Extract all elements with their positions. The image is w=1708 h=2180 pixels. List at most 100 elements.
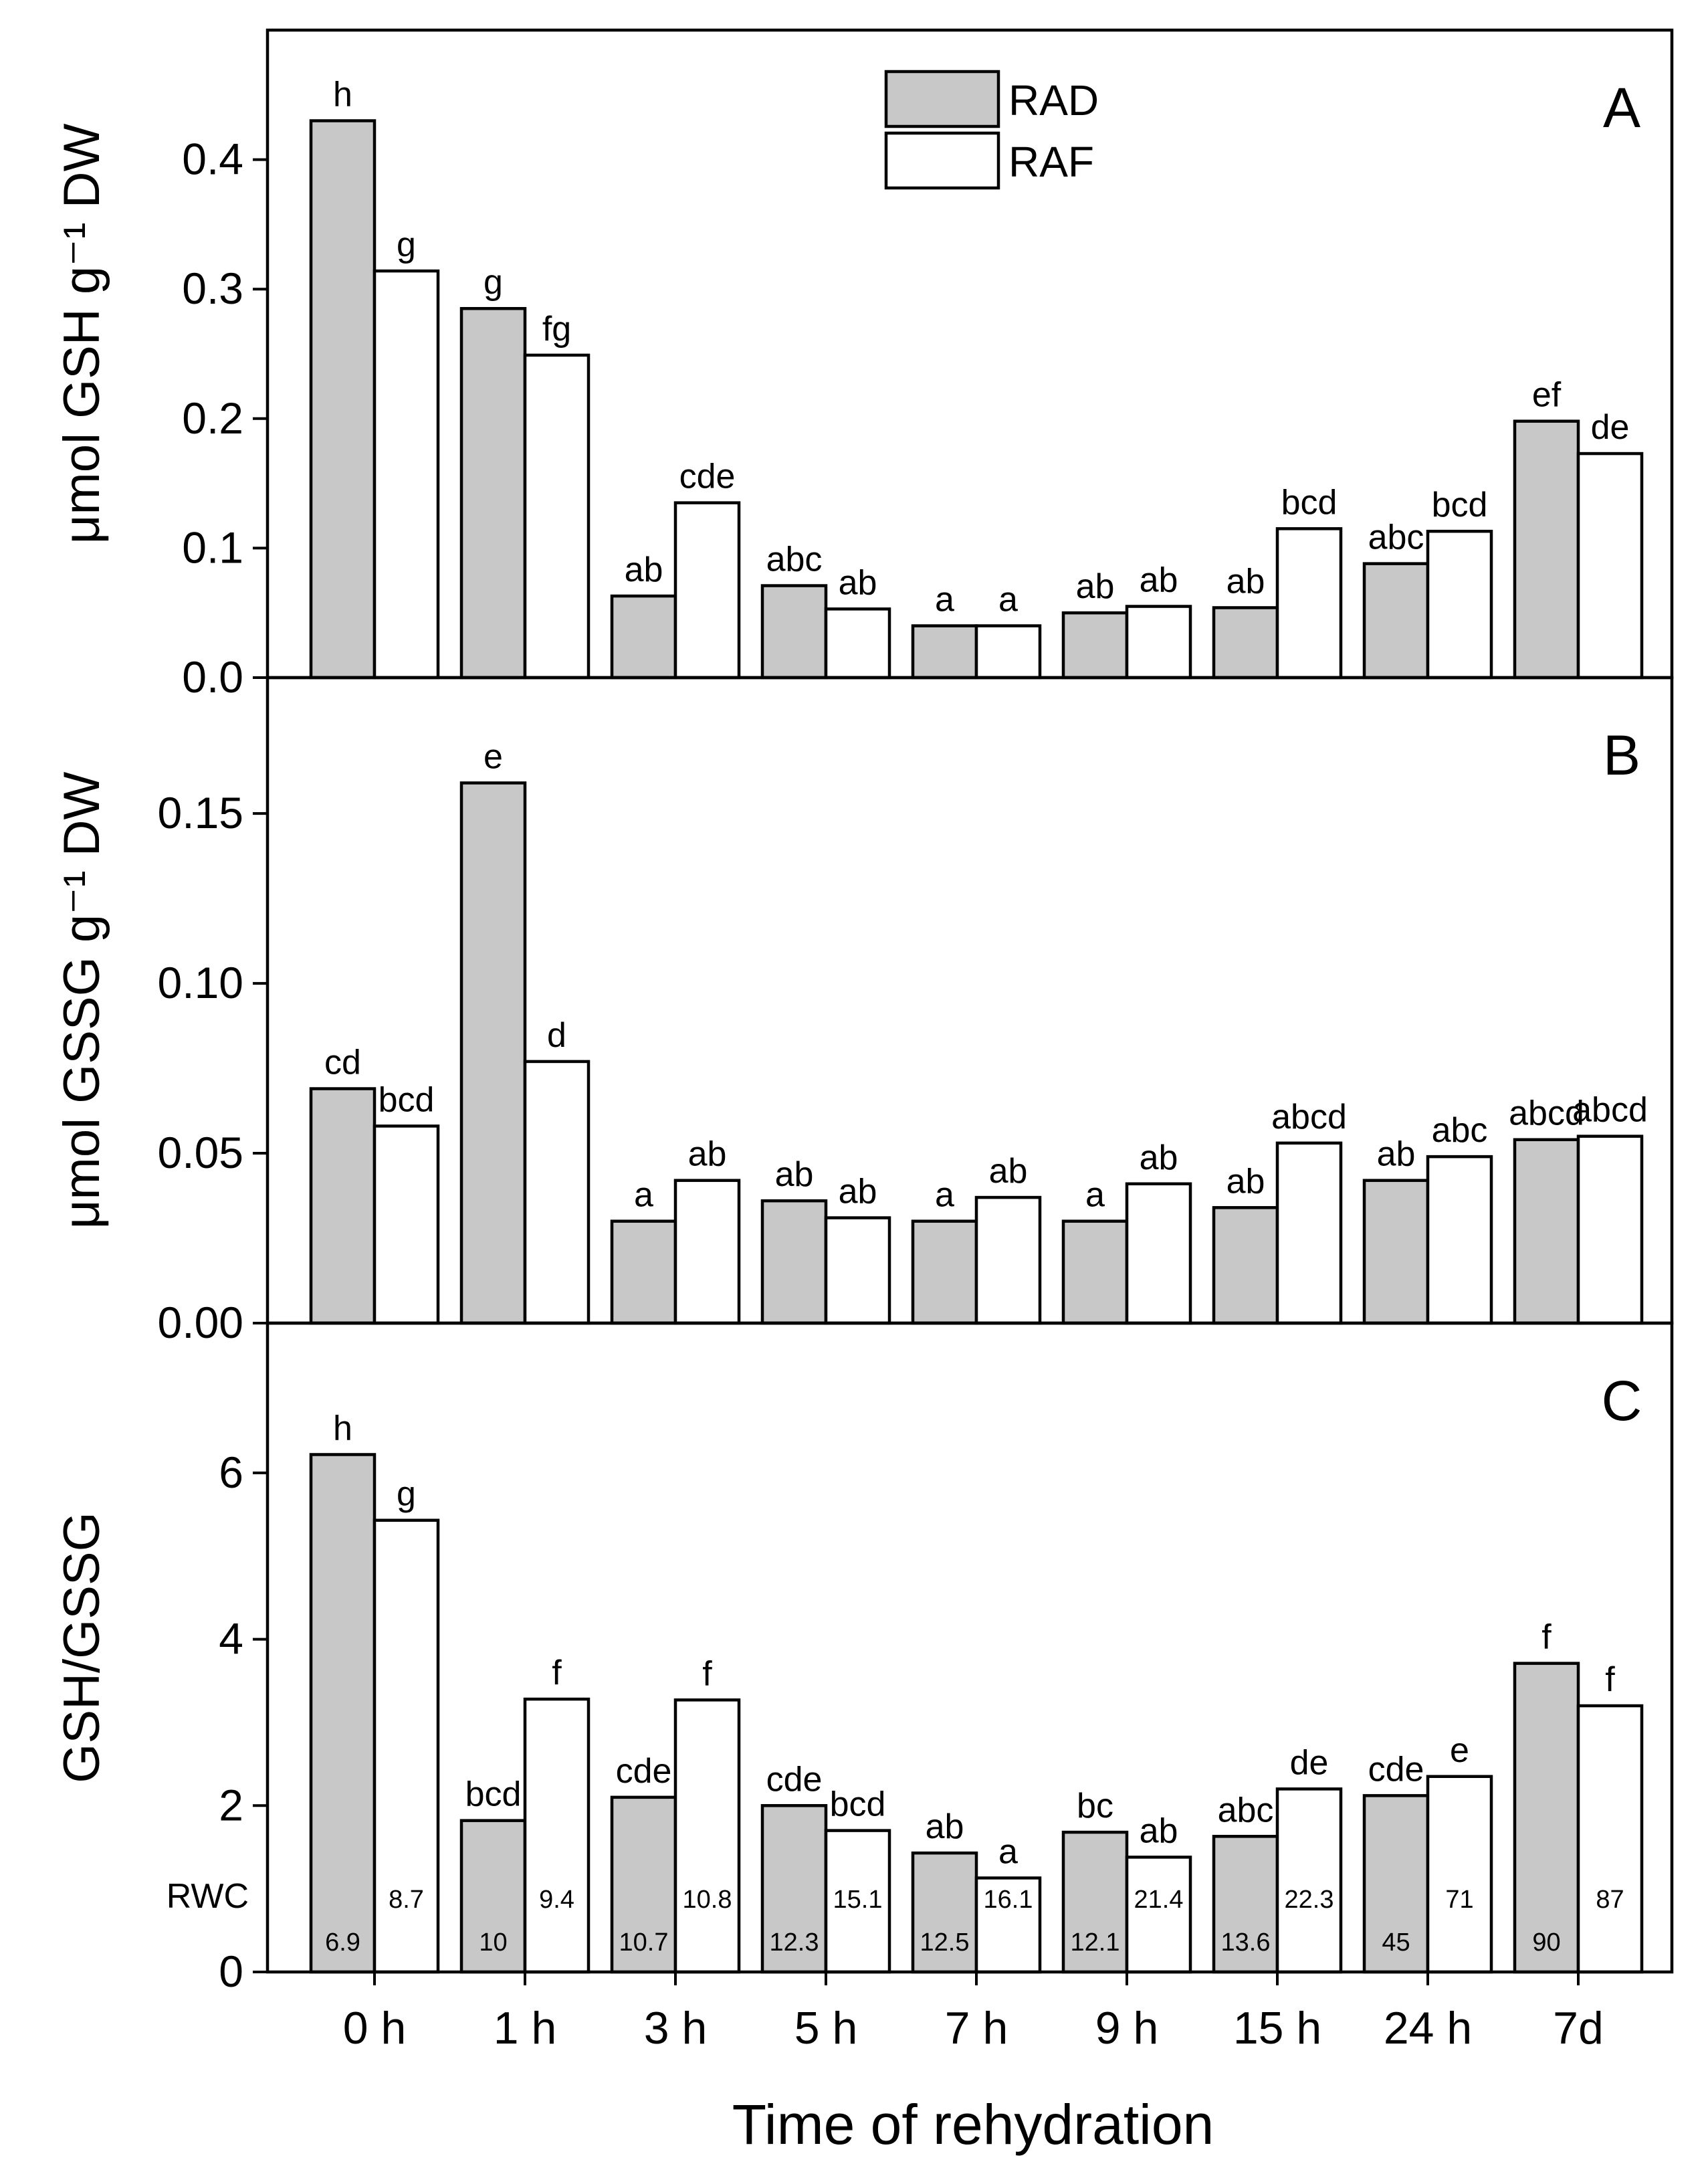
bar-rad-4 (911, 1851, 978, 1974)
panel-letter: A (1603, 76, 1640, 139)
sig-letter-raf-8: de (1591, 408, 1630, 447)
legend-swatch-raf (884, 131, 1000, 190)
y-tick-label: 0.2 (182, 393, 243, 443)
bar-rad-5 (1061, 1219, 1129, 1325)
bar-rad-8 (1513, 1662, 1580, 1974)
sig-letter-raf-7: abc (1432, 1111, 1488, 1150)
x-category-label-6: 15 h (1233, 2003, 1321, 2054)
y-tick-label: 0.1 (182, 522, 243, 572)
bar-raf-4 (974, 1876, 1042, 1974)
bar-raf-1 (523, 1060, 591, 1325)
rwc-value-rad-6: 13.6 (1221, 1928, 1271, 1957)
rwc-value-raf-5: 21.4 (1134, 1886, 1184, 1914)
sig-letter-rad-1: bcd (465, 1775, 522, 1814)
bar-raf-8 (1576, 1134, 1644, 1325)
bar-rad-8 (1513, 419, 1580, 680)
sig-letter-raf-5: ab (1140, 1811, 1178, 1850)
bar-rad-7 (1362, 1179, 1430, 1325)
y-tick-label: 0.00 (158, 1298, 243, 1347)
sig-letter-rad-8: f (1541, 1618, 1552, 1657)
sig-letter-raf-6: bcd (1281, 483, 1338, 522)
sig-letter-raf-2: cde (679, 458, 736, 496)
sig-letter-rad-1: e (484, 737, 503, 776)
y-tick-label: 0.10 (158, 958, 243, 1007)
sig-letter-raf-5: ab (1140, 1138, 1178, 1177)
bar-rad-6 (1212, 606, 1279, 680)
bar-raf-5 (1125, 605, 1192, 680)
sig-letter-rad-4: a (935, 1176, 954, 1215)
rwc-value-rad-8: 90 (1532, 1928, 1560, 1957)
sig-letter-rad-0: h (333, 76, 352, 114)
rwc-value-raf-3: 15.1 (833, 1886, 883, 1914)
bar-raf-6 (1275, 1787, 1343, 1974)
sig-letter-raf-3: ab (839, 563, 877, 602)
bar-raf-7 (1426, 1155, 1493, 1325)
bar-rad-5 (1061, 611, 1129, 680)
sig-letter-raf-6: de (1290, 1743, 1329, 1782)
rwc-value-rad-0: 6.9 (325, 1928, 360, 1957)
bar-raf-7 (1426, 1775, 1493, 1974)
y-axis-title: GSH/GSSG (54, 1512, 110, 1783)
sig-letter-rad-6: ab (1226, 562, 1265, 601)
bar-rad-7 (1362, 562, 1430, 680)
y-tick-label: 6 (219, 1448, 243, 1497)
sig-letter-raf-5: ab (1140, 561, 1178, 600)
rwc-label: RWC (167, 1877, 249, 1916)
sig-letter-rad-5: a (1085, 1176, 1105, 1215)
sig-letter-rad-5: bc (1077, 1787, 1113, 1825)
bar-rad-1 (459, 306, 527, 680)
sig-letter-raf-1: f (552, 1654, 562, 1692)
bar-rad-4 (911, 624, 978, 680)
bar-raf-0 (372, 1124, 440, 1325)
bar-raf-2 (673, 1179, 741, 1325)
sig-letter-rad-4: a (935, 581, 954, 619)
bar-rad-6 (1212, 1835, 1279, 1974)
bar-raf-5 (1125, 1182, 1192, 1325)
sig-letter-raf-3: ab (839, 1173, 877, 1211)
bar-rad-4 (911, 1219, 978, 1325)
x-category-label-7: 24 h (1384, 2003, 1472, 2054)
sig-letter-rad-8: abcd (1509, 1094, 1584, 1133)
sig-letter-rad-2: ab (625, 551, 663, 589)
panel-letter: B (1603, 724, 1640, 787)
y-axis-title: μmol GSH g⁻¹ DW (54, 123, 110, 544)
y-tick-label: 0.3 (182, 264, 243, 313)
panel-frame (265, 1321, 1674, 1974)
sig-letter-raf-2: ab (688, 1135, 727, 1174)
bar-raf-3 (824, 1216, 891, 1325)
bar-rad-3 (760, 1199, 828, 1325)
x-category-label-5: 9 h (1095, 2003, 1159, 2054)
bar-raf-0 (372, 269, 440, 680)
sig-letter-rad-0: h (333, 1409, 352, 1448)
rwc-value-rad-7: 45 (1382, 1928, 1410, 1957)
bar-rad-2 (610, 594, 677, 680)
bar-raf-4 (974, 1195, 1042, 1325)
bar-rad-5 (1061, 1830, 1129, 1974)
bar-raf-1 (523, 353, 591, 680)
sig-letter-raf-7: bcd (1432, 486, 1488, 524)
sig-letter-rad-7: abc (1368, 518, 1424, 557)
bar-raf-2 (673, 501, 741, 680)
bar-rad-6 (1212, 1206, 1279, 1325)
sig-letter-raf-4: a (998, 581, 1018, 619)
rwc-value-rad-2: 10.7 (619, 1928, 669, 1957)
sig-letter-rad-3: cde (766, 1760, 823, 1799)
bar-raf-8 (1576, 1704, 1644, 1974)
sig-letter-rad-7: ab (1377, 1135, 1416, 1174)
sig-letter-raf-1: fg (542, 310, 571, 349)
sig-letter-raf-0: g (397, 225, 416, 264)
rwc-value-raf-2: 10.8 (683, 1886, 732, 1914)
rwc-value-raf-6: 22.3 (1285, 1886, 1334, 1914)
rwc-value-rad-3: 12.3 (770, 1928, 819, 1957)
y-tick-label: 0 (219, 1947, 243, 1996)
y-tick-label: 0.05 (158, 1128, 243, 1177)
sig-letter-rad-6: ab (1226, 1162, 1265, 1201)
bar-rad-0 (309, 1087, 377, 1325)
sig-letter-rad-3: ab (775, 1155, 814, 1194)
y-tick-label: 2 (219, 1780, 243, 1829)
bar-rad-2 (610, 1219, 677, 1325)
y-tick-label: 0.0 (182, 652, 243, 702)
sig-letter-rad-6: abc (1218, 1791, 1274, 1829)
